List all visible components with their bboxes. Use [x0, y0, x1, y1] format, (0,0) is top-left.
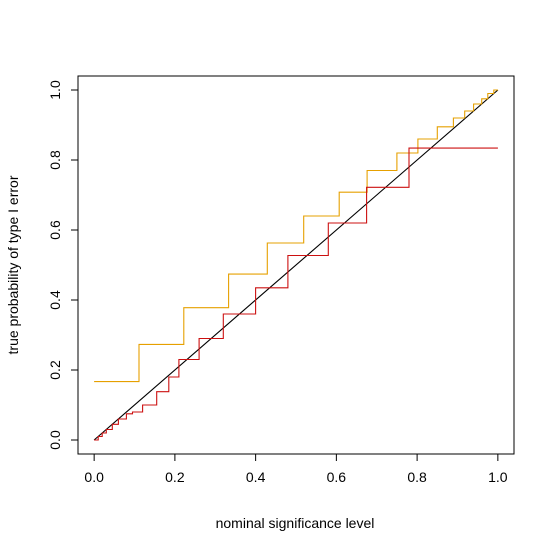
- x-tick-label: 1.0: [488, 469, 508, 485]
- x-axis-label: nominal significance level: [216, 515, 375, 531]
- series-layer: [93, 89, 499, 441]
- y-tick-label: 0.0: [47, 430, 63, 450]
- y-axis-label: true probability of type I error: [5, 175, 21, 354]
- series-line-2: [94, 89, 498, 383]
- y-tick-label: 0.2: [47, 360, 63, 380]
- series-line-3: [94, 147, 498, 441]
- x-tick-label: 0.0: [84, 469, 104, 485]
- x-tick-label: 0.6: [327, 469, 347, 485]
- x-tick-label: 0.4: [246, 469, 266, 485]
- y-tick-label: 0.8: [47, 150, 63, 170]
- x-tick-label: 0.8: [407, 469, 427, 485]
- series-line-1: [93, 89, 499, 441]
- x-axis: 0.0 0.2 0.4 0.6 0.8 1.0: [84, 453, 508, 485]
- y-axis: 0.0 0.2 0.4 0.6 0.8 1.0: [47, 80, 79, 450]
- x-tick-label: 0.2: [165, 469, 185, 485]
- y-tick-label: 0.4: [47, 290, 63, 310]
- y-tick-label: 1.0: [47, 80, 63, 100]
- y-tick-label: 0.6: [47, 220, 63, 240]
